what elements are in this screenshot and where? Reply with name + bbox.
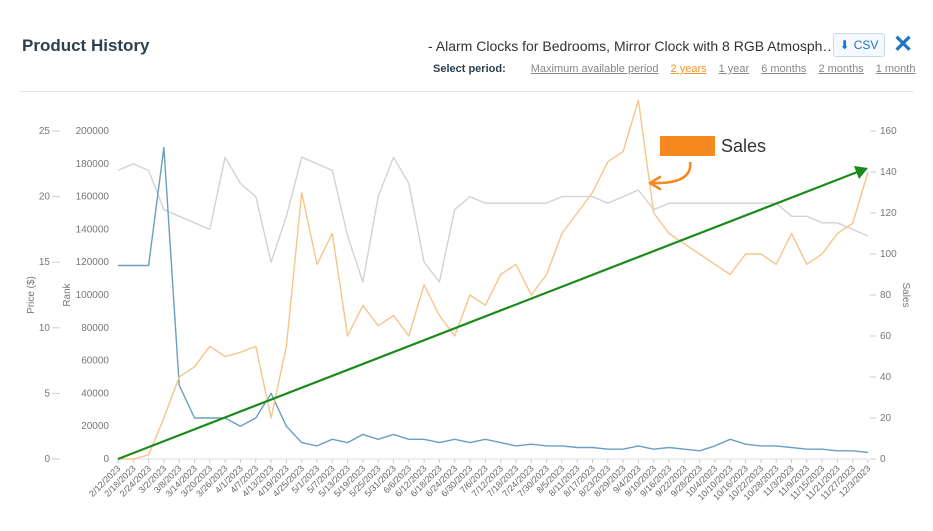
sales-tick-label: 100 bbox=[880, 249, 897, 260]
rank-tick-label: 180000 bbox=[76, 159, 110, 170]
sales-annotation-label: Sales bbox=[721, 136, 766, 156]
header-divider bbox=[20, 91, 914, 92]
annotation-arrowhead bbox=[648, 175, 662, 191]
rank-tick-label: 40000 bbox=[81, 388, 109, 399]
price-series-line bbox=[117, 156, 869, 283]
sales-tick-label: 80 bbox=[880, 290, 892, 301]
rank-series-line bbox=[118, 146, 869, 454]
period-1-month[interactable]: 1 month bbox=[875, 63, 916, 75]
sales-tick-label: 60 bbox=[880, 331, 892, 342]
period-2-months[interactable]: 2 months bbox=[818, 63, 864, 75]
sales-tick-label: 40 bbox=[880, 372, 892, 383]
csv-label: CSV bbox=[853, 38, 879, 52]
price-tick-label: 0 bbox=[44, 454, 50, 465]
sales-tick-label: 140 bbox=[880, 167, 897, 178]
sales-tick-label: 160 bbox=[880, 126, 897, 137]
close-button[interactable]: ✕ bbox=[890, 32, 916, 58]
rank-tick-label: 140000 bbox=[76, 224, 110, 235]
page-title: Product History bbox=[22, 36, 150, 55]
period-max[interactable]: Maximum available period bbox=[530, 63, 659, 75]
sales-tick-label: 120 bbox=[880, 208, 897, 219]
product-name: - Alarm Clocks for Bedrooms, Mirror Cloc… bbox=[428, 38, 837, 54]
sales-series-line bbox=[118, 99, 869, 460]
download-icon: ⬇ bbox=[839, 38, 850, 52]
rank-tick-label: 0 bbox=[103, 454, 109, 465]
price-axis-label: Price ($) bbox=[26, 276, 37, 314]
period-1-year[interactable]: 1 year bbox=[718, 63, 750, 75]
period-6-months[interactable]: 6 months bbox=[761, 63, 807, 75]
price-tick-label: 5 bbox=[44, 388, 50, 399]
rank-tick-label: 20000 bbox=[81, 421, 109, 432]
sales-tick-label: 0 bbox=[880, 454, 886, 465]
trend-arrow-line bbox=[117, 169, 861, 461]
period-selector: Select period: Maximum available period … bbox=[433, 63, 927, 75]
rank-axis-label: Rank bbox=[62, 282, 73, 306]
price-tick-label: 25 bbox=[39, 126, 51, 137]
rank-tick-label: 60000 bbox=[81, 356, 109, 367]
rank-tick-label: 120000 bbox=[76, 257, 110, 268]
rank-tick-label: 100000 bbox=[76, 290, 110, 301]
price-tick-label: 20 bbox=[39, 192, 51, 203]
select-period-label: Select period: bbox=[433, 63, 506, 75]
sales-tick-label: 20 bbox=[880, 413, 892, 424]
annotation-arrow-curve bbox=[651, 161, 692, 185]
price-tick-label: 15 bbox=[39, 257, 51, 268]
period-2-years[interactable]: 2 years bbox=[670, 63, 707, 75]
rank-tick-label: 200000 bbox=[76, 126, 110, 137]
csv-export-button[interactable]: ⬇ CSV bbox=[833, 33, 885, 57]
price-tick-label: 10 bbox=[39, 323, 51, 334]
sales-annotation-swatch bbox=[660, 136, 715, 156]
rank-tick-label: 160000 bbox=[76, 192, 110, 203]
trend-arrowhead bbox=[854, 166, 868, 179]
sales-axis-label: Sales bbox=[900, 282, 911, 307]
rank-tick-label: 80000 bbox=[81, 323, 109, 334]
